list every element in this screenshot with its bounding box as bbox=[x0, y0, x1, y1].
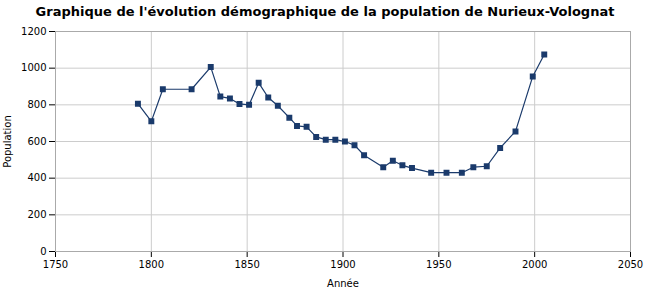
svg-text:1000: 1000 bbox=[21, 62, 46, 73]
svg-text:800: 800 bbox=[27, 99, 46, 110]
svg-text:2050: 2050 bbox=[618, 259, 643, 270]
svg-text:1800: 1800 bbox=[139, 259, 164, 270]
svg-text:2000: 2000 bbox=[522, 259, 547, 270]
svg-text:1900: 1900 bbox=[330, 259, 355, 270]
svg-text:400: 400 bbox=[27, 172, 46, 183]
svg-text:1850: 1850 bbox=[234, 259, 259, 270]
svg-text:Année: Année bbox=[327, 278, 359, 289]
svg-text:1200: 1200 bbox=[21, 26, 46, 37]
svg-text:0: 0 bbox=[40, 246, 46, 257]
svg-text:1750: 1750 bbox=[43, 259, 68, 270]
svg-text:600: 600 bbox=[27, 136, 46, 147]
svg-text:1950: 1950 bbox=[426, 259, 451, 270]
html-text:Graphique de l'évolution démog: Graphique de l'évolution démographique d… bbox=[35, 4, 615, 19]
svg-text:200: 200 bbox=[27, 209, 46, 220]
svg-text:Population: Population bbox=[2, 115, 13, 168]
